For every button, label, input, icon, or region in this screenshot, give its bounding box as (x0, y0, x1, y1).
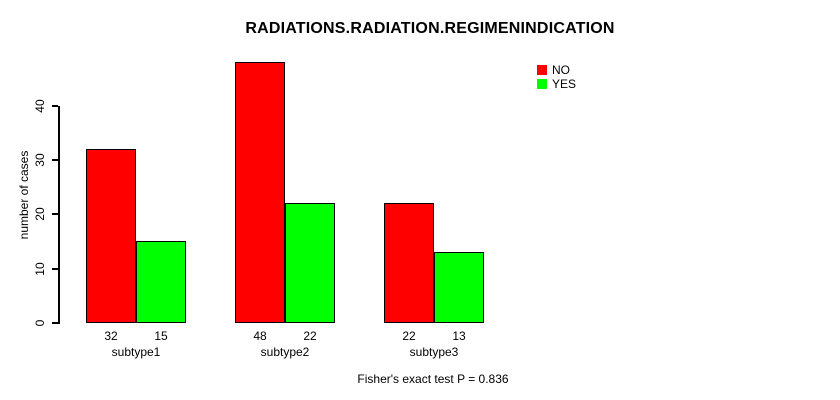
y-axis-tick (52, 267, 58, 270)
category-label-subtype3: subtype3 (409, 345, 459, 359)
legend-label-no: NO (552, 63, 570, 77)
bar-no-subtype1 (86, 149, 136, 323)
y-axis-tick (52, 322, 58, 324)
category-label-subtype2: subtype2 (260, 345, 310, 359)
annotation-fisher-test: Fisher's exact test P = 0.836 (357, 372, 509, 386)
bar-value-label: 22 (303, 329, 317, 343)
legend-label-yes: YES (552, 77, 577, 91)
y-axis-line (58, 105, 60, 324)
bar-value-label: 15 (154, 329, 168, 343)
bar-yes-subtype1 (136, 241, 186, 323)
bar-value-label: 32 (104, 329, 118, 343)
legend: NO YES (537, 64, 576, 90)
y-axis-tick-label: 10 (33, 261, 47, 276)
bar-value-label: 22 (402, 329, 416, 343)
chart-title: RADIATIONS.RADIATION.REGIMENINDICATION (245, 20, 615, 37)
bar-value-label: 13 (452, 329, 466, 343)
legend-swatch-no (537, 65, 547, 75)
y-axis-tick (52, 104, 58, 107)
y-axis-tick-label: 30 (33, 153, 47, 167)
bar-value-label: 48 (253, 329, 267, 343)
y-axis-tick (52, 158, 58, 161)
bar-no-subtype3 (384, 203, 434, 323)
legend-swatch-yes (537, 79, 547, 89)
y-axis-tick-label: 0 (33, 319, 47, 327)
bar-no-subtype2 (235, 62, 285, 323)
legend-item-no: NO (537, 64, 576, 76)
bar-yes-subtype2 (285, 203, 335, 323)
legend-item-yes: YES (537, 78, 576, 90)
y-axis-tick-label: 20 (33, 207, 47, 221)
y-axis-tick-label: 40 (33, 98, 47, 113)
y-axis-tick (52, 213, 58, 216)
bar-yes-subtype3 (434, 252, 484, 323)
category-label-subtype1: subtype1 (111, 345, 161, 359)
